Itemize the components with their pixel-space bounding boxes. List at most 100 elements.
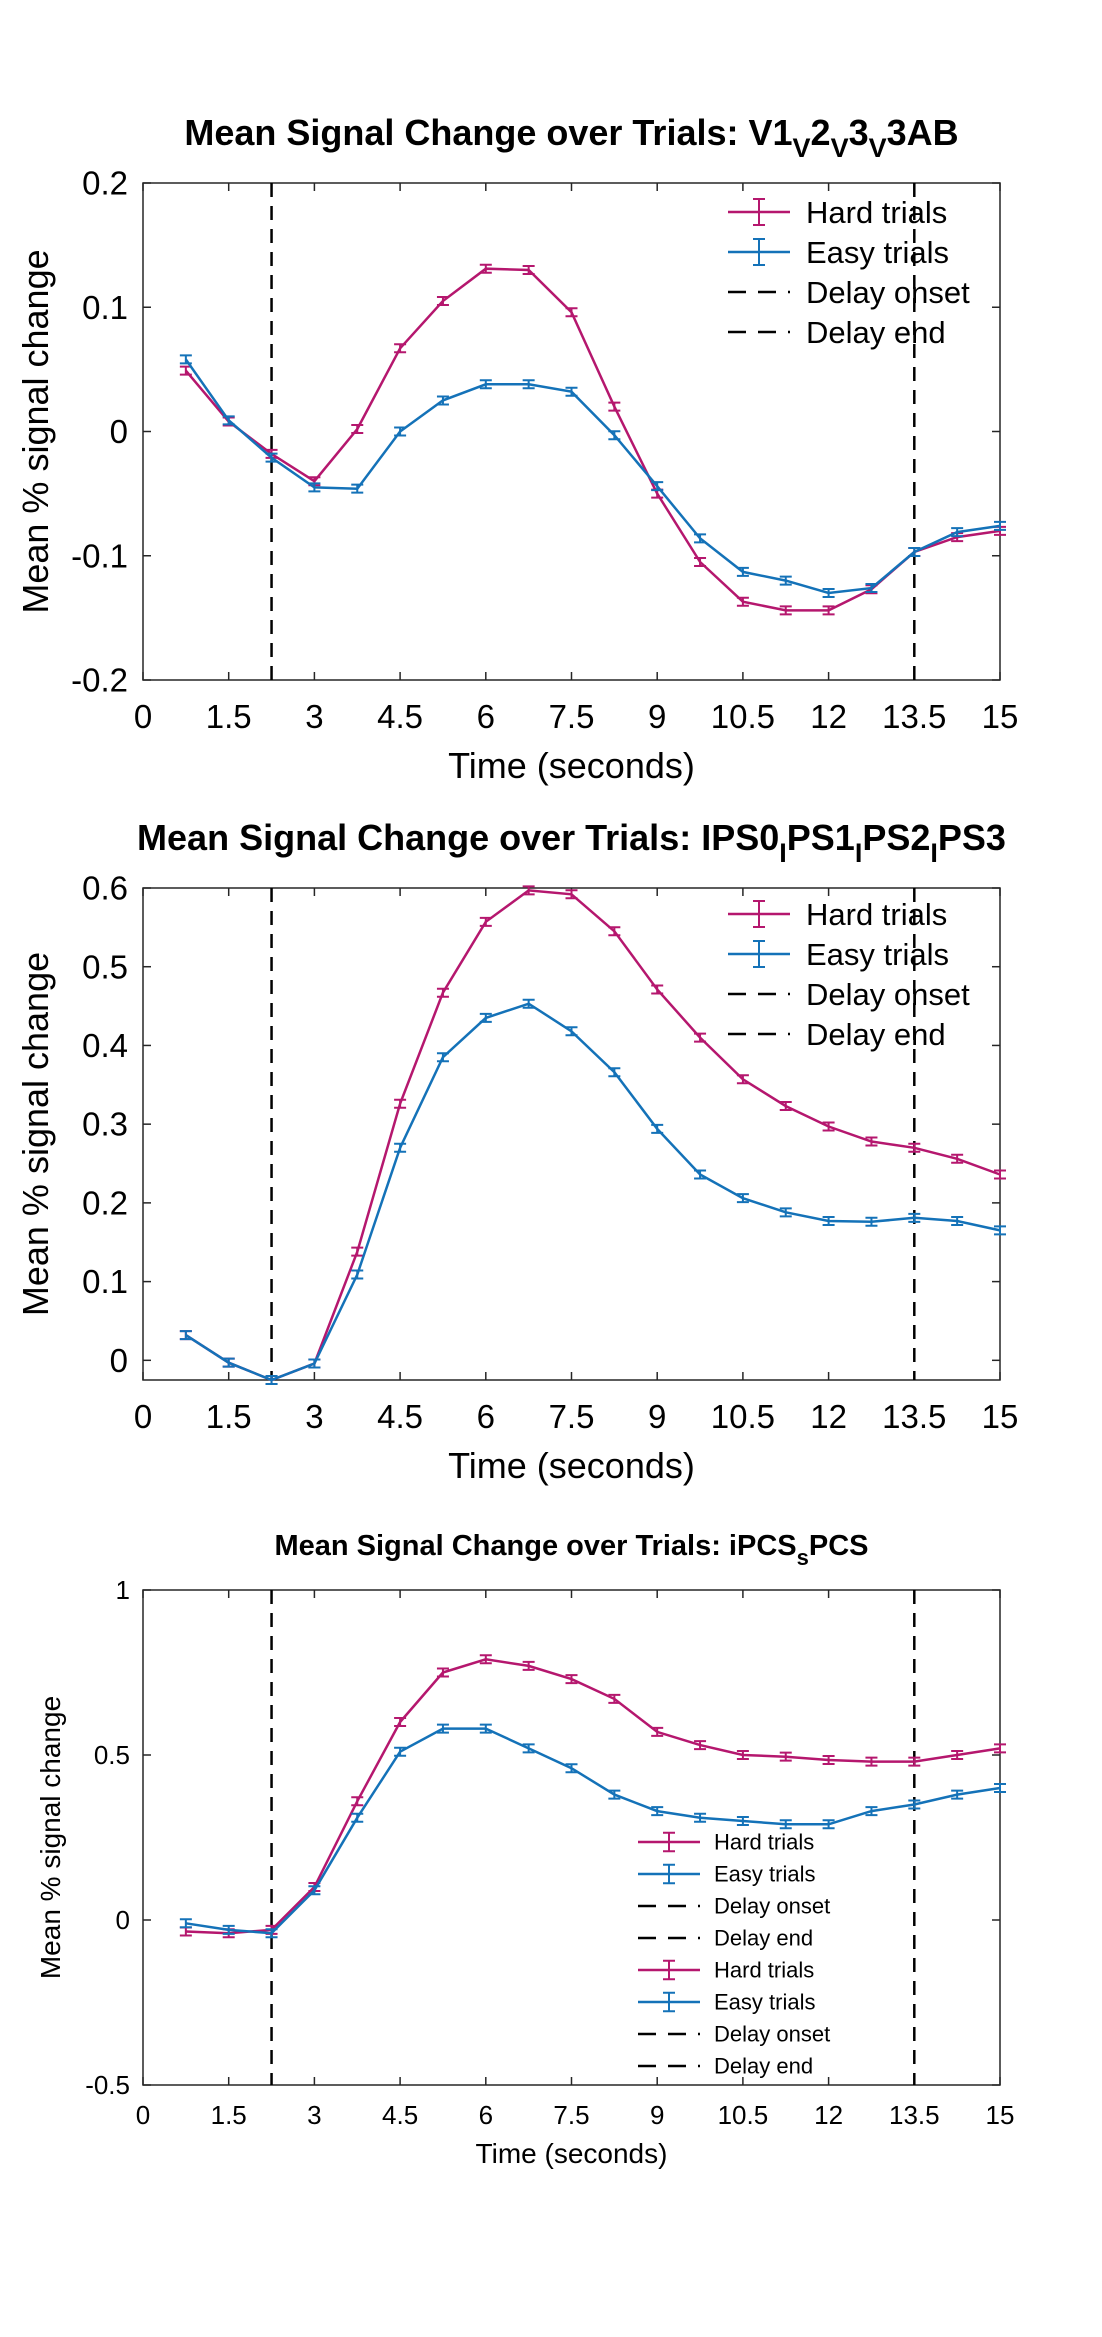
error-bar-point [779, 1101, 792, 1112]
error-bar-point [394, 1098, 407, 1109]
error-bar-point [565, 1763, 578, 1774]
error-bar-point [479, 916, 492, 927]
error-bar-point [694, 1812, 707, 1823]
error-bar-point [522, 1743, 535, 1754]
error-bar-point [694, 556, 707, 567]
legend-label: Delay onset [714, 1894, 830, 1919]
x-tick-label: 13.5 [882, 1398, 946, 1435]
y-tick-label: -0.2 [71, 662, 128, 699]
error-bar-point [951, 1789, 964, 1800]
error-bar-point [994, 520, 1006, 531]
error-bar-point [479, 263, 492, 274]
chart-title: Mean Signal Change over Trials: V1V2V3V3… [184, 112, 958, 163]
x-tick-label: 6 [479, 2100, 493, 2130]
legend: Hard trials Easy trials Delay onset Delay e… [728, 897, 970, 1052]
error-bar-point [265, 452, 278, 463]
error-bar-point [951, 1215, 964, 1226]
error-bar-point [565, 1026, 578, 1037]
error-bar-point [179, 365, 192, 376]
legend-errorbar-icon [753, 237, 765, 267]
error-bar-point [865, 1136, 878, 1147]
y-axis-label: Mean % signal change [35, 1696, 66, 1979]
legend-label: Hard trials [806, 195, 947, 230]
y-tick-label: -0.5 [85, 2070, 130, 2100]
error-bar-point [436, 987, 449, 998]
error-bar-point [865, 1216, 878, 1227]
error-bar-point [179, 1330, 192, 1341]
legend-errorbar-icon [753, 939, 765, 969]
x-tick-label: 7.5 [549, 1398, 595, 1435]
error-bar-point [351, 424, 364, 435]
error-bar-point [565, 307, 578, 318]
error-bar-point [522, 998, 535, 1009]
legend-label: Easy trials [714, 1862, 815, 1887]
error-bar-point [308, 1885, 321, 1896]
x-tick-label: 0 [136, 2100, 150, 2130]
error-bar-point [865, 1806, 878, 1817]
error-bar-point [994, 1743, 1006, 1754]
x-tick-label: 6 [477, 698, 495, 735]
error-bar-point [865, 1756, 878, 1767]
y-tick-label: 0.2 [82, 1184, 128, 1221]
legend-errorbar-icon [663, 1831, 675, 1853]
error-bar-point [951, 1750, 964, 1760]
error-bar-point [308, 1358, 321, 1369]
x-tick-label: 12 [810, 1398, 847, 1435]
error-bar-point [694, 1740, 707, 1751]
error-bar-point [694, 1169, 707, 1180]
x-tick-label: 0 [134, 698, 152, 735]
x-tick-label: 7.5 [549, 698, 595, 735]
error-bar-point [565, 1674, 578, 1685]
error-bar-point [479, 379, 492, 390]
legend-label: Hard trials [806, 897, 947, 932]
chart-panel-2: 0 1.5 3 4.5 6 7.5 9 10.5 12 13.5 15 0 0.1 0.2 0.3 0.4 0.… [15, 817, 1018, 1486]
y-tick-label: 0.2 [82, 165, 128, 202]
hard-trials-line [185, 889, 1001, 1382]
x-tick-label: 12 [810, 698, 847, 735]
error-bar-point [565, 386, 578, 397]
legend-errorbar-icon [663, 1959, 675, 1981]
legend-label: Hard trials [714, 1958, 814, 1983]
x-tick-label: 0 [134, 1398, 152, 1435]
x-tick-label: 6 [477, 1398, 495, 1435]
error-bar-point [822, 1121, 835, 1132]
y-tick-label: 0 [110, 1342, 128, 1379]
error-bar-point [394, 1142, 407, 1153]
error-bar-point [179, 1918, 192, 1929]
error-bar-point [994, 1783, 1006, 1793]
error-bar-point [951, 1153, 964, 1164]
legend-errorbar-icon [753, 899, 765, 929]
x-tick-label: 7.5 [553, 2100, 589, 2130]
legend-label: Delay end [714, 1926, 813, 1951]
x-tick-label: 4.5 [377, 698, 423, 735]
x-axis-label: Time (seconds) [448, 745, 695, 786]
error-bar-point [608, 926, 621, 937]
error-bar-point [951, 527, 964, 538]
x-tick-label: 15 [986, 2100, 1015, 2130]
easy-trials-line [184, 358, 1001, 595]
error-bar-point [265, 1928, 278, 1939]
hard-trials-line [185, 1658, 1001, 1935]
x-tick-label: 12 [814, 2100, 843, 2130]
error-bar-point [351, 1246, 364, 1257]
x-axis-label: Time (seconds) [448, 1445, 695, 1486]
error-bar-point [351, 1796, 364, 1807]
x-tick-label: 13.5 [882, 698, 946, 735]
error-bar-point [265, 1375, 278, 1385]
y-tick-label: 1 [116, 1575, 130, 1605]
error-bar-point [822, 1754, 835, 1765]
error-bar-point [565, 889, 578, 900]
error-bar-point [479, 1723, 492, 1734]
easy-trials-line [185, 1002, 1001, 1382]
error-bar-point [394, 1717, 407, 1727]
error-bar-point [651, 984, 664, 995]
legend-label: Easy trials [714, 1990, 815, 2015]
legend-label: Delay onset [714, 2022, 830, 2047]
error-bar-point [651, 1123, 664, 1134]
error-bar-point [736, 566, 749, 577]
error-bar-point [736, 1750, 749, 1760]
y-tick-label: 0.1 [82, 289, 128, 326]
legend-errorbar-icon [753, 197, 765, 227]
